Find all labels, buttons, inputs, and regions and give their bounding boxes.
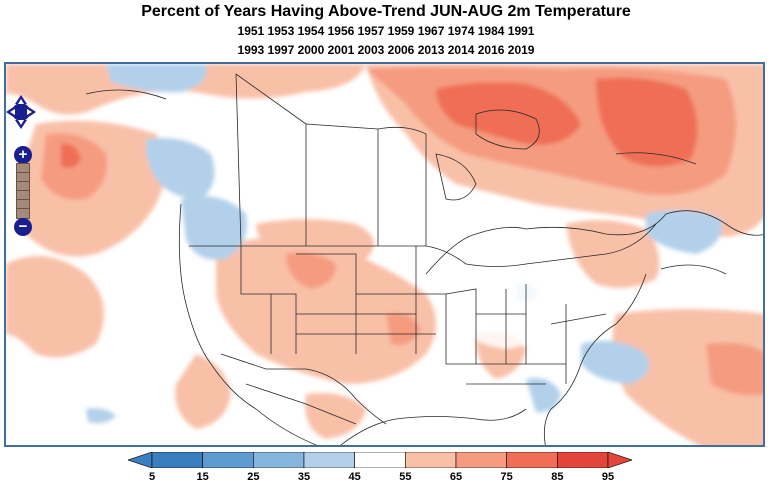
colorbar-segment [557, 452, 609, 468]
colorbar-segment [151, 452, 203, 468]
zoom-slider-track[interactable] [16, 163, 30, 219]
colorbar-tick-label: 55 [399, 471, 412, 483]
colorbar-segment [506, 452, 558, 468]
temperature-shading [6, 64, 763, 445]
colorbar-segment [253, 452, 305, 468]
pan-control[interactable] [6, 95, 36, 129]
colorbar-tick-label: 45 [348, 471, 361, 483]
colorbar-segment [354, 452, 406, 468]
colorbar-segment [303, 452, 355, 468]
colorbar-tick-label: 35 [297, 471, 311, 483]
years-list-line-2: 1993 1997 2000 2001 2003 2006 2013 2014 … [237, 43, 535, 57]
colorbar-segment [202, 452, 254, 468]
colorbar-tick-label: 15 [196, 471, 209, 483]
years-list-line-1: 1951 1953 1954 1956 1957 1959 1967 1974 … [237, 24, 535, 38]
anomaly-map [6, 64, 763, 445]
colorbar-max-extend [607, 452, 632, 468]
colorbar-segment [455, 452, 507, 468]
colorbar-tick-label: 95 [601, 471, 615, 483]
pan-arrows-icon[interactable] [6, 95, 36, 129]
boundaries [85, 73, 763, 445]
zoom-in-button[interactable]: + [14, 146, 32, 164]
zoom-out-button[interactable]: − [14, 218, 32, 236]
colorbar-tick-label: 5 [148, 471, 156, 483]
colorbar-tick-label: 65 [449, 471, 463, 483]
colorbar-tick-label: 75 [500, 471, 513, 483]
map-viewport[interactable] [4, 62, 765, 447]
map-title: Percent of Years Having Above-Trend JUN-… [141, 3, 631, 20]
colorbar-segment [405, 452, 457, 468]
colorbar-min-extend [128, 452, 153, 468]
colorbar [128, 452, 632, 468]
colorbar-tick-label: 25 [247, 471, 260, 483]
colorbar-tick-label: 85 [551, 471, 564, 483]
